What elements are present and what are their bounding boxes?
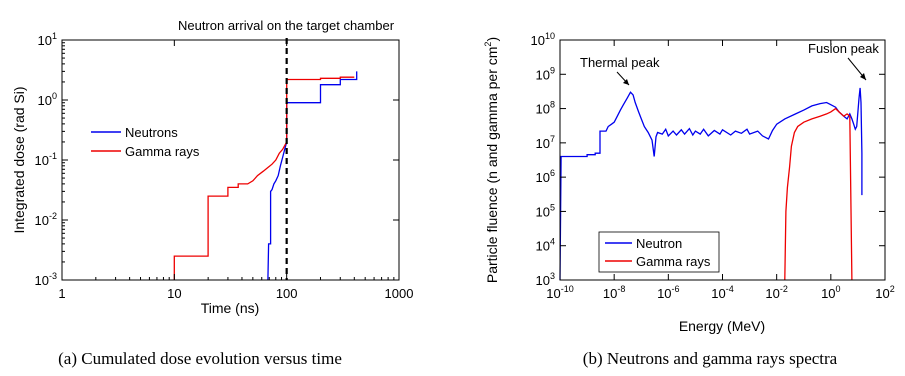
panel-a-y-tick-label: 101: [38, 31, 57, 48]
panel-b-x-label: Energy (MeV): [679, 318, 765, 334]
panel-b-legend-box: [598, 231, 720, 273]
panel-b-x-tick-label: 10-6: [657, 284, 679, 301]
panel-b-x-tick-label: 102: [875, 284, 894, 301]
panel-a-y-tick-label: 10-1: [35, 151, 57, 168]
panel-b-y-tick-label: 104: [536, 237, 555, 254]
neutron-arrival-label: Neutron arrival on the target chamber: [178, 18, 395, 33]
panel-b-series: [559, 87, 863, 281]
panel-a-y-label: Integrated dose (rad Si): [11, 86, 27, 233]
panel-b-x-ticks: 10-10 10-8 10-6 10-4 10-2 100 102: [546, 40, 895, 301]
legend-label-gamma: Gamma rays: [636, 254, 711, 269]
panel-a-x-tick-label: 100: [276, 286, 298, 301]
thermal-peak-arrowhead: [623, 79, 629, 85]
panel-b-x-tick-label: 10-8: [603, 284, 625, 301]
panel-b-y-ticks: 103 104 105 106 107 108 109 1010: [531, 31, 885, 288]
panel-b-legend: Neutron Gamma rays: [598, 231, 720, 273]
panel-b-y-tick-label: 109: [536, 65, 555, 82]
legend-label-neutron: Neutron: [636, 236, 682, 251]
panel-a-y-ticks: 10-3 10-2 10-1 100 101: [35, 31, 399, 288]
panel-b-x-tick-label: 10-4: [711, 284, 733, 301]
panel-a-series: [173, 71, 358, 281]
series-line-gamma-rays: [784, 107, 853, 281]
fusion-peak-label: Fusion peak: [808, 41, 879, 56]
panel-b-y-tick-label: 105: [536, 202, 555, 219]
thermal-peak-label: Thermal peak: [580, 55, 660, 70]
series-line-neutrons: [267, 71, 358, 281]
panel-b-y-tick-label: 1010: [531, 31, 555, 48]
panel-b-y-label: Particle fluence (n and gamma per cm2): [483, 37, 500, 283]
panel-a-plot-frame: [61, 39, 400, 281]
panel-a-y-tick-label: 100: [38, 91, 57, 108]
panel-b-caption: (b) Neutrons and gamma rays spectra: [583, 349, 838, 368]
panel-b-y-tick-label: 103: [536, 271, 555, 288]
series-line-gamma-rays: [173, 76, 355, 280]
panel-b: 10-10 10-8 10-6 10-4 10-2 100 102 103 104 105 106…: [483, 31, 895, 368]
panel-b-x-tick-label: 100: [821, 284, 840, 301]
panel-b-x-tick-label: 10-2: [765, 284, 787, 301]
panel-b-y-tick-label: 108: [536, 100, 555, 117]
panel-a-y-tick-label: 10-3: [35, 271, 57, 288]
panel-b-y-tick-label: 107: [536, 134, 555, 151]
legend-label-neutrons: Neutrons: [125, 125, 178, 140]
panel-a-x-tick-label: 1000: [385, 286, 414, 301]
panel-a-x-tick-label: 1: [58, 286, 65, 301]
panel-a-y-tick-label: 10-2: [35, 211, 57, 228]
fusion-peak-arrowhead: [860, 73, 866, 80]
panel-b-x-tick-label: 10-10: [546, 284, 573, 301]
panel-a-x-tick-label: 10: [167, 286, 181, 301]
legend-label-gamma-rays: Gamma rays: [125, 144, 200, 159]
panel-a-x-label: Time (ns): [201, 300, 260, 316]
panel-a-x-ticks: 1 10 100 1000: [58, 40, 413, 301]
panel-a-legend: Neutrons Gamma rays: [91, 125, 200, 159]
panel-b-y-tick-label: 106: [536, 168, 555, 185]
panel-a-caption: (a) Cumulated dose evolution versus time: [58, 349, 342, 368]
